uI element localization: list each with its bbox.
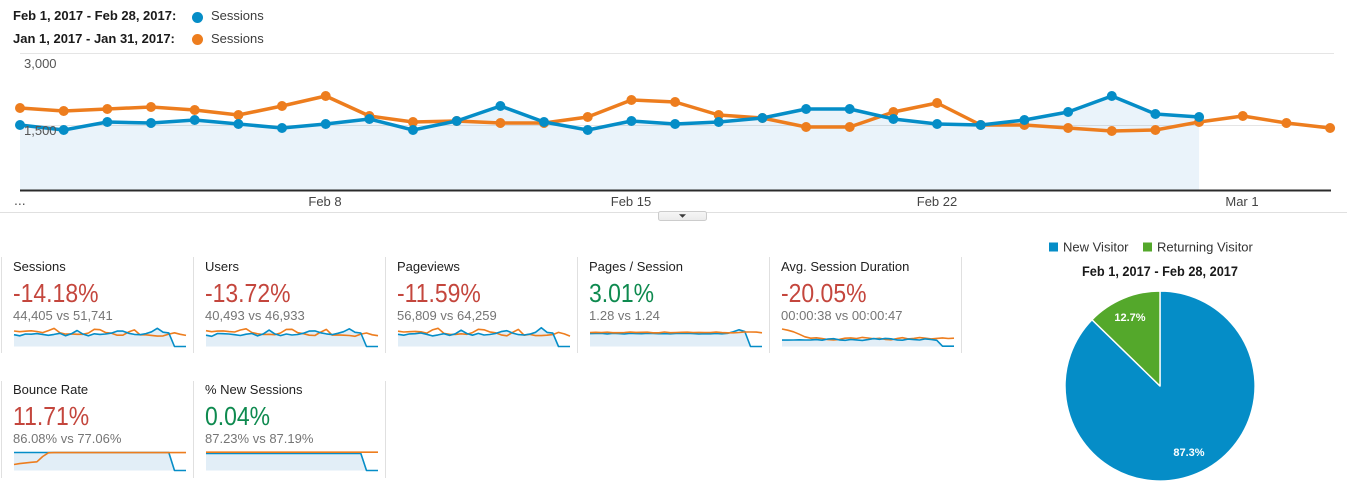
svg-text:Feb 22: Feb 22 bbox=[917, 194, 957, 209]
svg-text:Mar 1: Mar 1 bbox=[1225, 194, 1258, 209]
svg-text:Returning Visitor: Returning Visitor bbox=[1157, 240, 1254, 255]
svg-text:87.3%: 87.3% bbox=[1173, 447, 1204, 459]
svg-text:...: ... bbox=[14, 192, 26, 208]
svg-text:12.7%: 12.7% bbox=[1114, 312, 1145, 324]
svg-text:Feb 8: Feb 8 bbox=[308, 194, 341, 209]
svg-text:Feb 1, 2017 - Feb 28, 2017: Feb 1, 2017 - Feb 28, 2017 bbox=[1082, 263, 1238, 279]
svg-text:New Visitor: New Visitor bbox=[1063, 240, 1129, 255]
svg-text:Feb 15: Feb 15 bbox=[611, 194, 651, 209]
svg-text:1,500: 1,500 bbox=[24, 123, 57, 138]
svg-text:3,000: 3,000 bbox=[24, 56, 57, 71]
